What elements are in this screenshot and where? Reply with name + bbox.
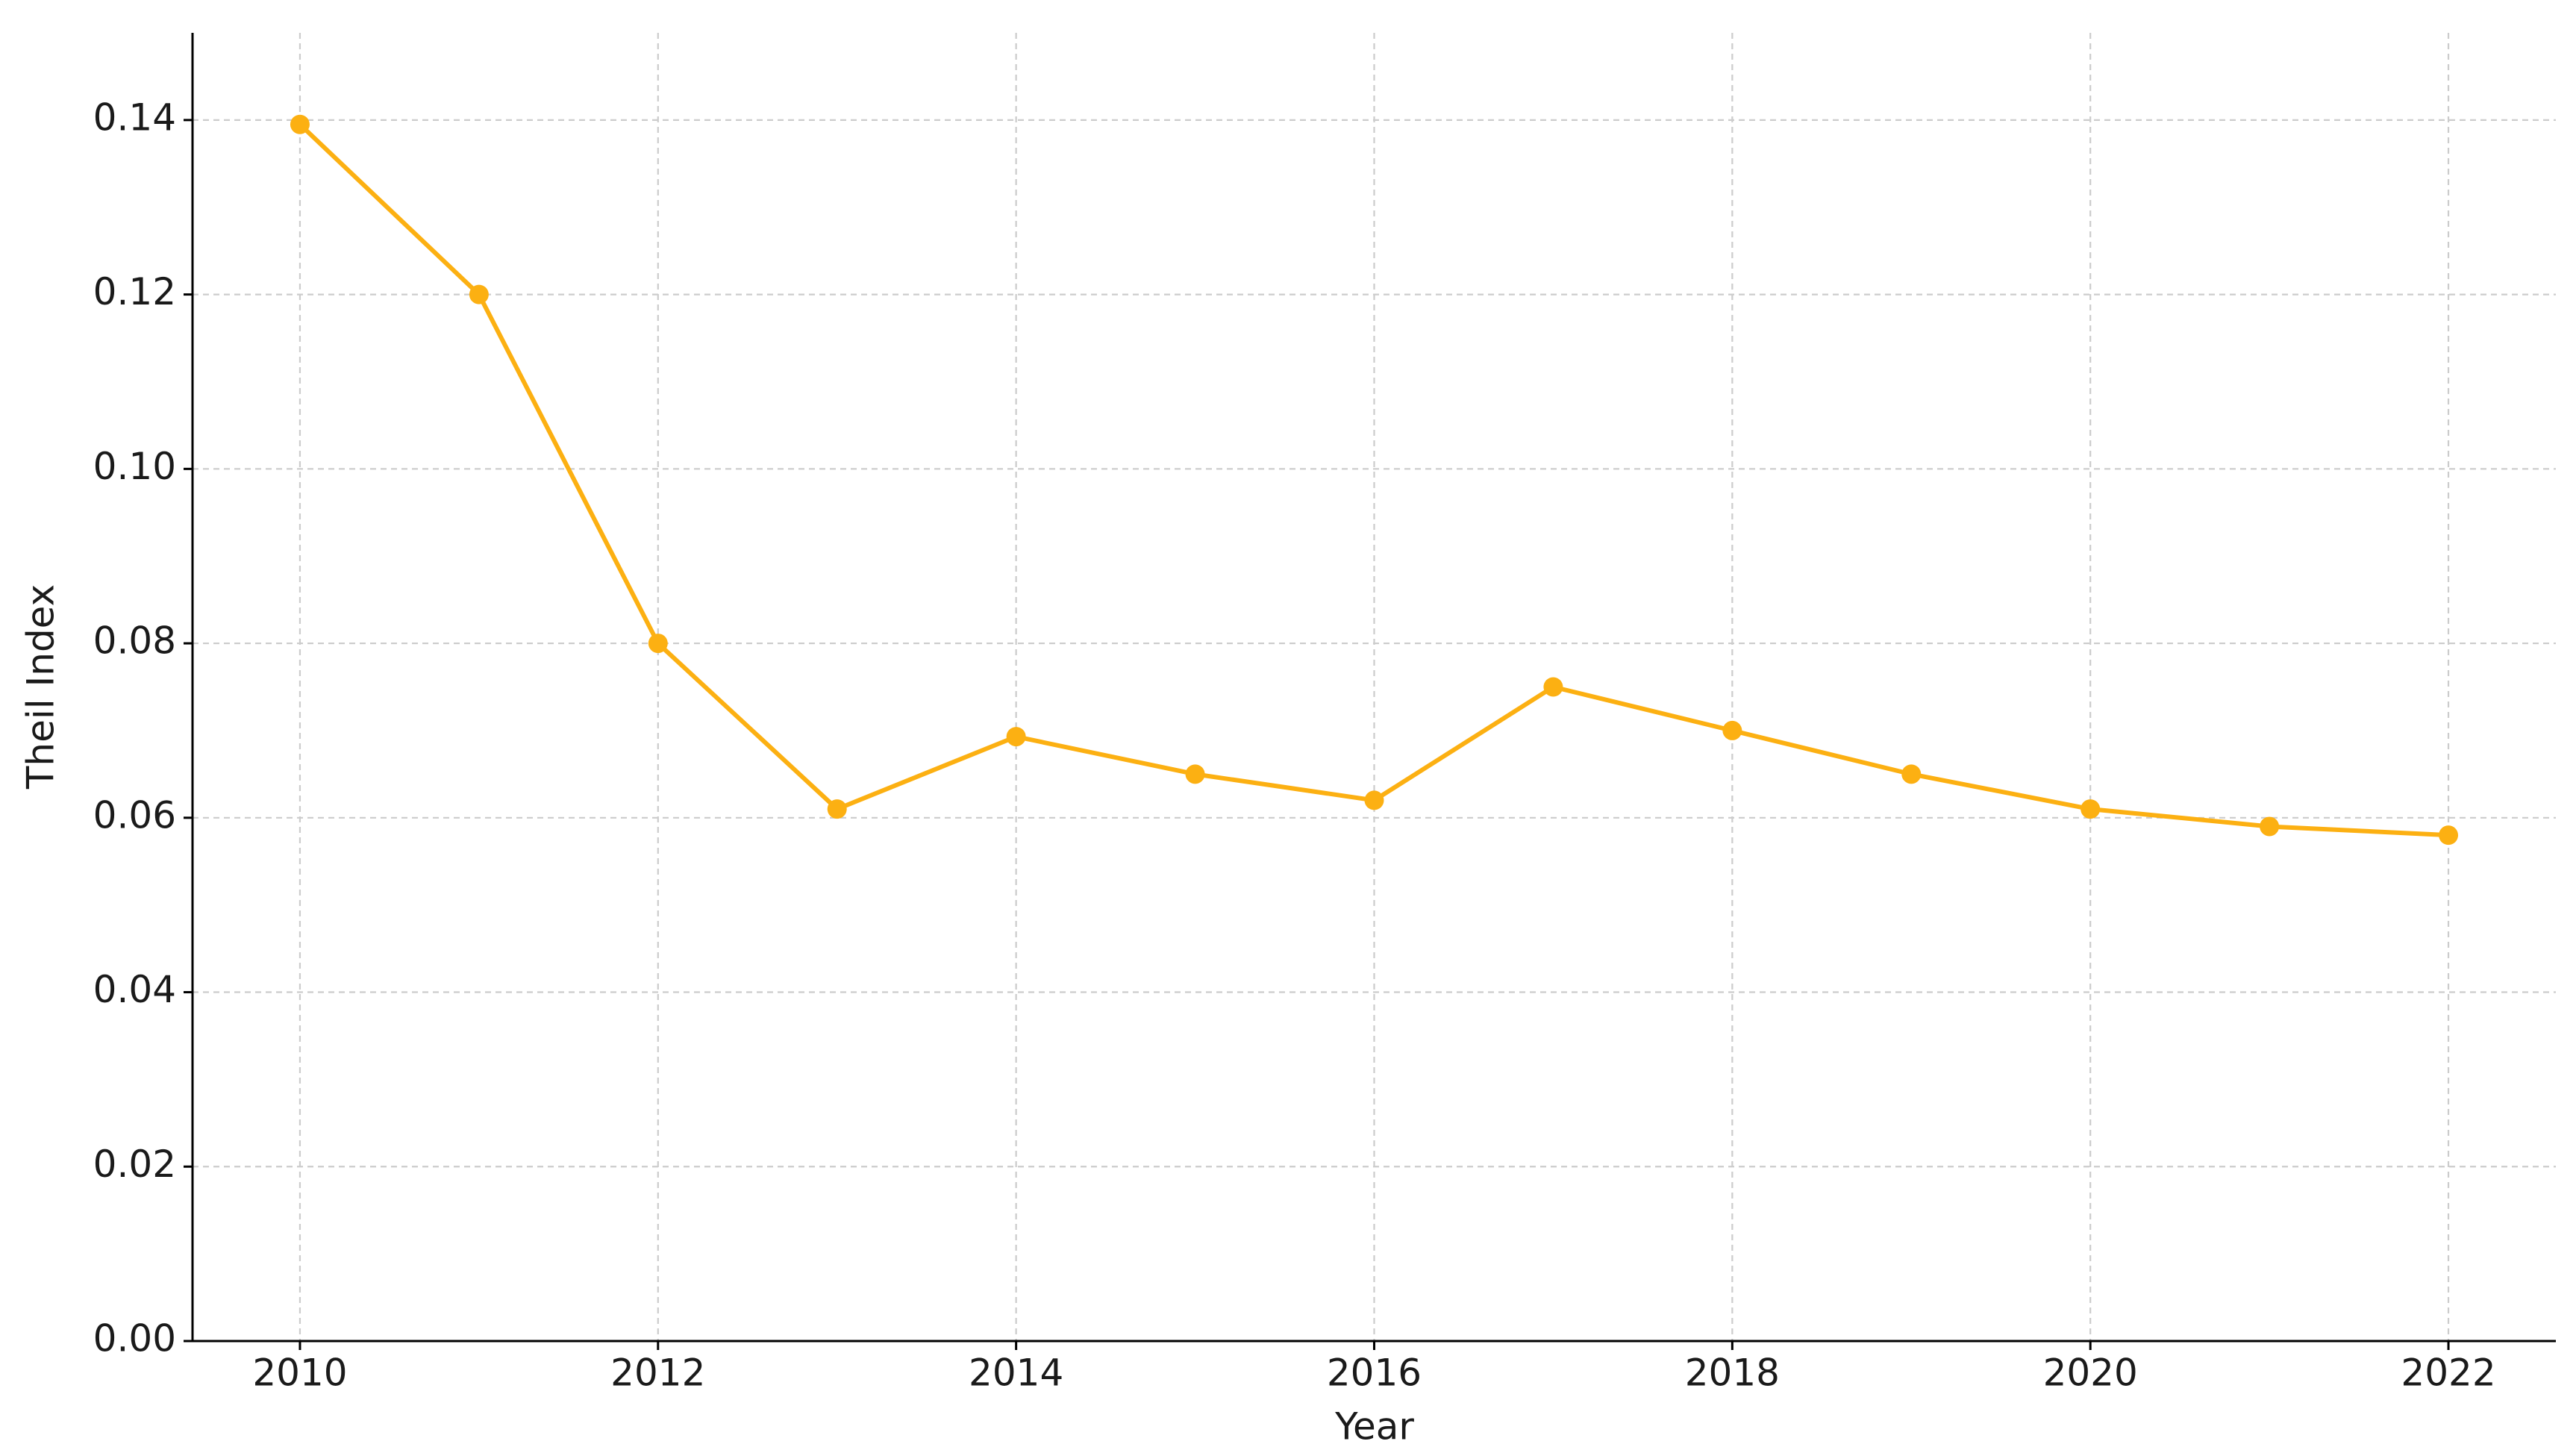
- x-tick-label: 2020: [2043, 1351, 2138, 1395]
- x-tick-label: 2022: [2401, 1351, 2495, 1395]
- marker: [1185, 764, 1205, 784]
- marker: [1722, 720, 1742, 740]
- y-tick-label: 0.10: [93, 445, 176, 488]
- marker: [2081, 799, 2101, 819]
- marker: [2260, 816, 2280, 837]
- y-tick-label: 0.06: [93, 793, 176, 837]
- y-tick-label: 0.04: [93, 968, 176, 1011]
- marker: [2439, 825, 2459, 846]
- marker: [827, 799, 847, 819]
- y-tick-label: 0.12: [93, 270, 176, 313]
- marker: [1364, 790, 1384, 810]
- y-tick-label: 0.02: [93, 1143, 176, 1186]
- y-axis-label: Theil Index: [19, 584, 63, 790]
- y-tick-label: 0.08: [93, 619, 176, 663]
- x-axis-label: Year: [1334, 1405, 1414, 1449]
- marker: [1543, 677, 1563, 697]
- marker: [290, 114, 310, 134]
- x-tick-label: 2014: [969, 1351, 1063, 1395]
- x-tick-label: 2012: [610, 1351, 705, 1395]
- y-tick-label: 0.14: [93, 96, 176, 139]
- x-tick-label: 2016: [1327, 1351, 1422, 1395]
- y-tick-label: 0.00: [93, 1317, 176, 1360]
- x-tick-label: 2018: [1685, 1351, 1780, 1395]
- marker: [648, 634, 668, 654]
- marker: [469, 284, 489, 304]
- marker: [1901, 764, 1922, 784]
- marker: [1006, 727, 1026, 747]
- x-tick-label: 2010: [252, 1351, 347, 1395]
